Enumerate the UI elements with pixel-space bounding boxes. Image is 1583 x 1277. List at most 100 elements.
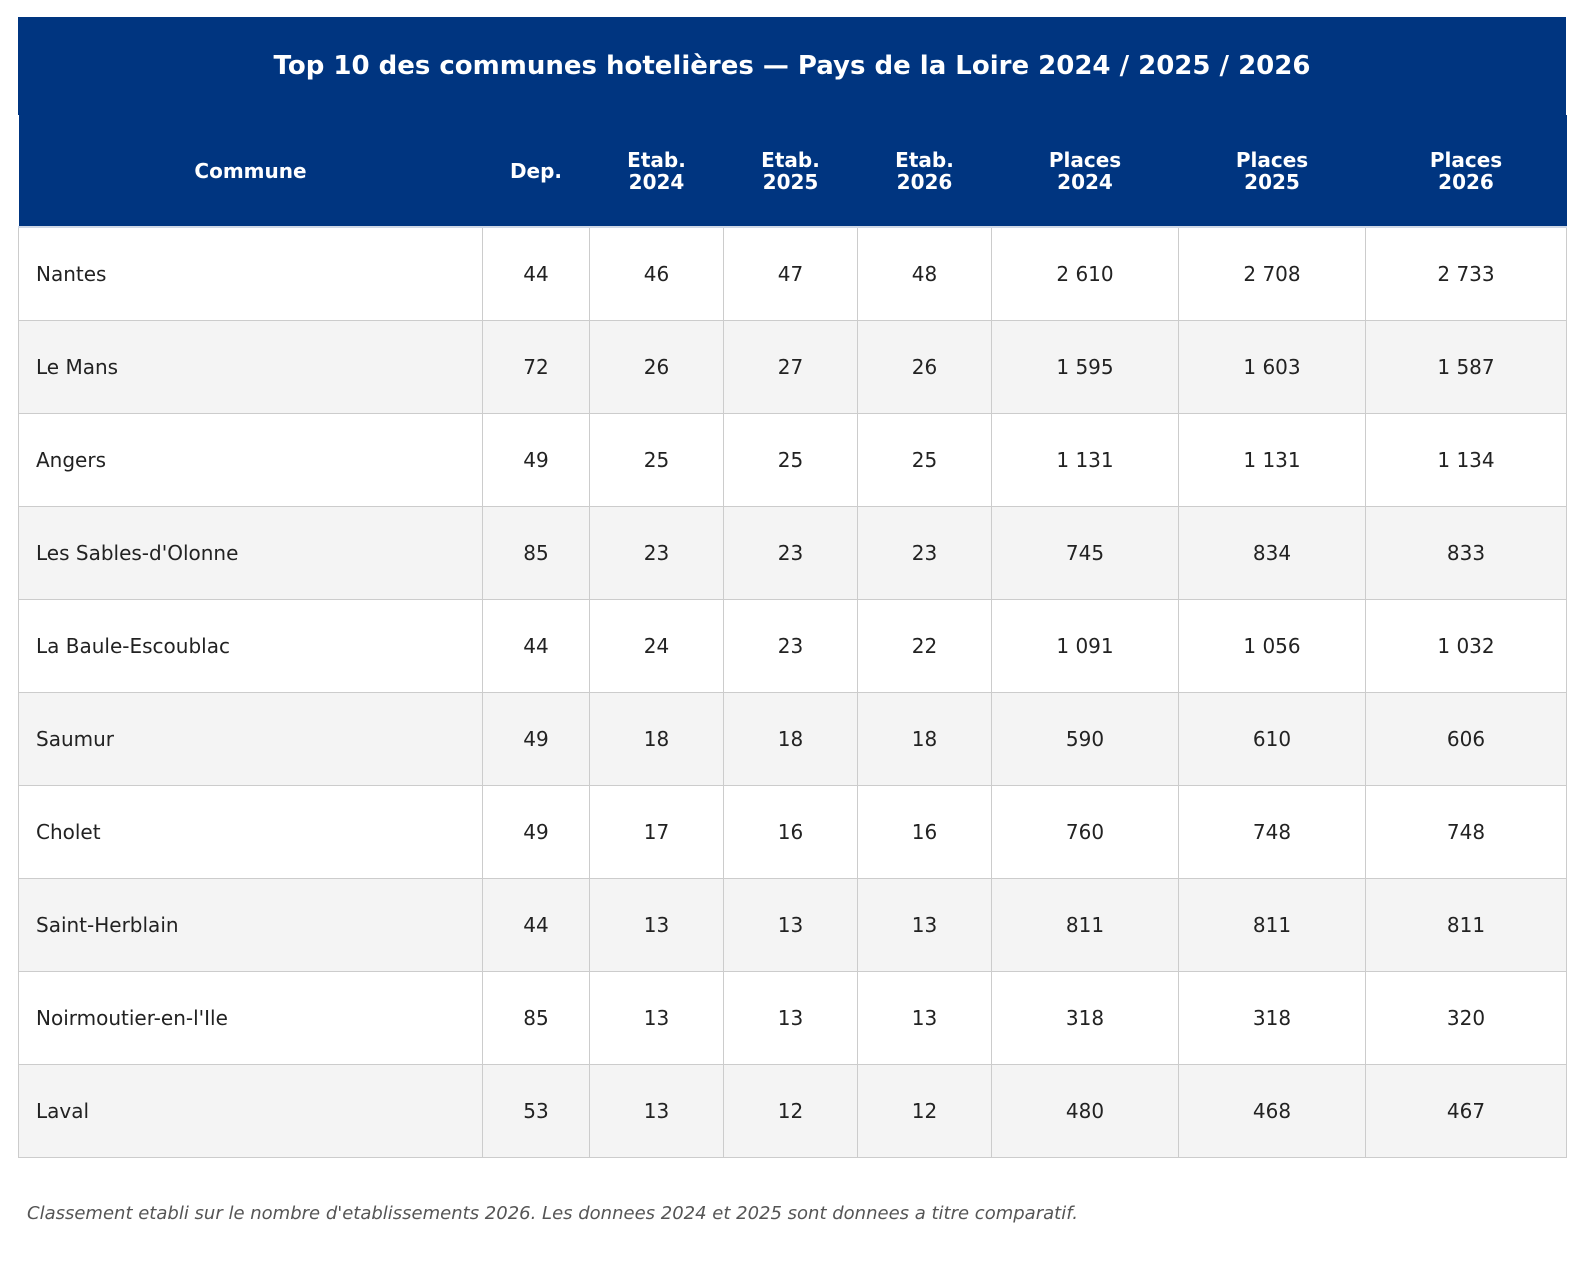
column-header-line: Etab.: [761, 147, 820, 172]
commune-cell: Saint-Herblain: [18, 878, 483, 972]
value-cell: 72: [482, 320, 590, 414]
commune-cell: Les Sables-d'Olonne: [18, 506, 483, 600]
commune-cell: Nantes: [18, 226, 483, 321]
value-cell: 25: [589, 413, 724, 507]
column-header-line: 2026: [896, 169, 953, 194]
value-cell: 23: [589, 506, 724, 600]
value-cell: 18: [589, 692, 724, 786]
value-cell: 590: [991, 692, 1179, 786]
value-cell: 13: [723, 971, 858, 1065]
column-header: Etab. 2025: [723, 115, 858, 227]
commune-cell: Noirmoutier-en-l'Ile: [18, 971, 483, 1065]
column-header: Commune: [18, 115, 483, 227]
value-cell: 13: [589, 1064, 724, 1158]
table-row: Laval 53 13 12 12 480 468 467: [18, 1064, 1567, 1158]
value-cell: 1 091: [991, 599, 1179, 693]
value-cell: 25: [857, 413, 992, 507]
value-cell: 1 131: [991, 413, 1179, 507]
value-cell: 811: [991, 878, 1179, 972]
value-cell: 1 595: [991, 320, 1179, 414]
value-cell: 1 603: [1178, 320, 1366, 414]
table-row: Les Sables-d'Olonne 85 23 23 23 745 834 833: [18, 506, 1567, 600]
column-header: Places 2024: [991, 115, 1179, 227]
value-cell: 467: [1365, 1064, 1567, 1158]
column-header-line: Places: [1235, 147, 1309, 172]
value-cell: 16: [857, 785, 992, 879]
table-body: Nantes 44 46 47 48 2 610 2 708 2 733 Le Mans 72 26…: [18, 226, 1567, 1158]
commune-cell: Le Mans: [18, 320, 483, 414]
value-cell: 1 032: [1365, 599, 1567, 693]
value-cell: 22: [857, 599, 992, 693]
value-cell: 44: [482, 226, 590, 321]
value-cell: 48: [857, 226, 992, 321]
table-row: Angers 49 25 25 25 1 131 1 131 1 134: [18, 413, 1567, 507]
column-header-line: 2024: [628, 169, 685, 194]
column-header: Places 2025: [1178, 115, 1366, 227]
value-cell: 760: [991, 785, 1179, 879]
value-cell: 18: [723, 692, 858, 786]
commune-cell: Saumur: [18, 692, 483, 786]
value-cell: 2 708: [1178, 226, 1366, 321]
value-cell: 85: [482, 506, 590, 600]
table-footnote: Classement etabli sur le nombre d'etabli…: [27, 1203, 1078, 1224]
column-header-line: 2026: [1438, 169, 1494, 194]
value-cell: 44: [482, 878, 590, 972]
value-cell: 46: [589, 226, 724, 321]
value-cell: 480: [991, 1064, 1179, 1158]
value-cell: 12: [723, 1064, 858, 1158]
value-cell: 12: [857, 1064, 992, 1158]
value-cell: 13: [857, 878, 992, 972]
value-cell: 1 587: [1365, 320, 1567, 414]
commune-cell: Cholet: [18, 785, 483, 879]
column-header: Etab. 2024: [589, 115, 724, 227]
table-row: Saumur 49 18 18 18 590 610 606: [18, 692, 1567, 786]
table-row: Le Mans 72 26 27 26 1 595 1 603 1 587: [18, 320, 1567, 414]
column-header: Places 2026: [1365, 115, 1567, 227]
value-cell: 833: [1365, 506, 1567, 600]
column-header-line: Etab.: [627, 147, 686, 172]
value-cell: 18: [857, 692, 992, 786]
value-cell: 745: [991, 506, 1179, 600]
column-header: Etab. 2026: [857, 115, 992, 227]
data-table: Commune Dep. Etab. 2024 Etab. 2025 Etab. 2026 Pl…: [18, 115, 1567, 1158]
value-cell: 26: [857, 320, 992, 414]
value-cell: 468: [1178, 1064, 1366, 1158]
column-header: Dep.: [482, 115, 590, 227]
value-cell: 318: [1178, 971, 1366, 1065]
value-cell: 1 134: [1365, 413, 1567, 507]
table-row: Noirmoutier-en-l'Ile 85 13 13 13 318 318 320: [18, 971, 1567, 1065]
value-cell: 24: [589, 599, 724, 693]
value-cell: 23: [723, 506, 858, 600]
commune-cell: La Baule-Escoublac: [18, 599, 483, 693]
header-row: Commune Dep. Etab. 2024 Etab. 2025 Etab. 2026 Pl…: [18, 115, 1567, 227]
value-cell: 748: [1178, 785, 1366, 879]
value-cell: 16: [723, 785, 858, 879]
value-cell: 49: [482, 692, 590, 786]
column-header-line: Commune: [194, 158, 307, 183]
table-title: Top 10 des communes hotelières — Pays de…: [18, 17, 1566, 115]
value-cell: 748: [1365, 785, 1567, 879]
column-header-line: Places: [1429, 147, 1503, 172]
value-cell: 1 131: [1178, 413, 1366, 507]
value-cell: 47: [723, 226, 858, 321]
column-header-line: 2024: [1057, 169, 1113, 194]
value-cell: 2 733: [1365, 226, 1567, 321]
commune-cell: Laval: [18, 1064, 483, 1158]
value-cell: 320: [1365, 971, 1567, 1065]
value-cell: 53: [482, 1064, 590, 1158]
value-cell: 27: [723, 320, 858, 414]
table-row: Cholet 49 17 16 16 760 748 748: [18, 785, 1567, 879]
column-header-line: Etab.: [895, 147, 954, 172]
value-cell: 23: [857, 506, 992, 600]
value-cell: 13: [589, 971, 724, 1065]
table-row: Nantes 44 46 47 48 2 610 2 708 2 733: [18, 226, 1567, 321]
column-header-line: Dep.: [509, 158, 563, 183]
hotel-communes-table: Top 10 des communes hotelières — Pays de…: [18, 17, 1567, 1158]
value-cell: 1 056: [1178, 599, 1366, 693]
column-header-line: Places: [1048, 147, 1122, 172]
value-cell: 44: [482, 599, 590, 693]
column-header-line: 2025: [762, 169, 819, 194]
value-cell: 13: [857, 971, 992, 1065]
value-cell: 17: [589, 785, 724, 879]
value-cell: 25: [723, 413, 858, 507]
